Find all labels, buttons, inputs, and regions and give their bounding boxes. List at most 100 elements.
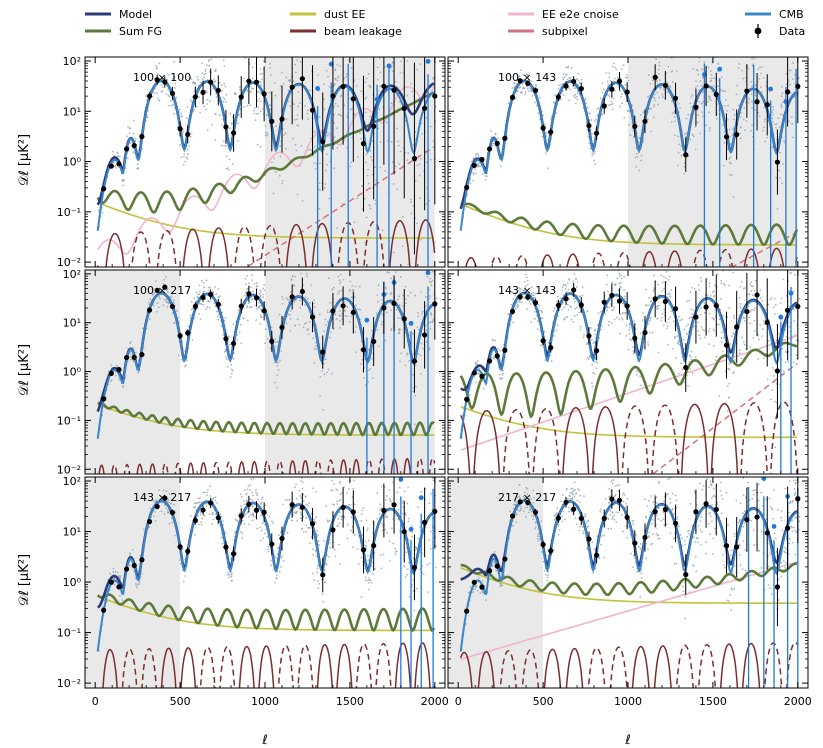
- scatter-point: [249, 91, 252, 93]
- scatter-point: [468, 393, 471, 396]
- scatter-point: [470, 160, 473, 163]
- scatter-point: [661, 313, 664, 315]
- scatter-point: [753, 57, 756, 60]
- scatter-point: [637, 371, 639, 373]
- data-point: [586, 333, 592, 339]
- scatter-point: [376, 66, 379, 69]
- sum-fg-line: [97, 401, 435, 437]
- scatter-point: [190, 132, 193, 135]
- scatter-point: [259, 100, 262, 103]
- scatter-point: [420, 490, 423, 493]
- scatter-point: [537, 112, 540, 115]
- scatter-point: [270, 326, 273, 329]
- scatter-point: [306, 275, 309, 278]
- scatter-point: [632, 350, 635, 353]
- scatter-point: [270, 520, 273, 523]
- data-point: [487, 358, 493, 364]
- scatter-point: [307, 50, 309, 52]
- scatter-point: [711, 316, 714, 319]
- scatter-point: [296, 59, 298, 62]
- scatter-point: [673, 111, 676, 114]
- scatter-point: [685, 136, 687, 138]
- scatter-point: [239, 88, 241, 91]
- data-point: [381, 305, 387, 311]
- scatter-point: [593, 360, 596, 363]
- scatter-point: [699, 337, 702, 340]
- scatter-point: [205, 89, 207, 92]
- scatter-point: [526, 283, 529, 286]
- scatter-point: [516, 303, 519, 306]
- scatter-point: [642, 311, 644, 314]
- scatter-point: [304, 296, 307, 299]
- scatter-point: [294, 63, 297, 66]
- scatter-point: [246, 275, 249, 277]
- scatter-point: [718, 318, 721, 321]
- scatter-point: [337, 543, 340, 546]
- scatter-point: [419, 157, 422, 160]
- scatter-point: [289, 291, 292, 293]
- scatter-point: [581, 286, 584, 288]
- scatter-point: [638, 169, 641, 172]
- scatter-point: [385, 287, 388, 290]
- scatter-point: [246, 104, 249, 107]
- scatter-point: [337, 275, 340, 278]
- scatter-point: [263, 289, 266, 292]
- scatter-point: [345, 76, 347, 78]
- scatter-point: [414, 394, 417, 397]
- scatter-point: [658, 64, 661, 67]
- scatter-point: [665, 42, 667, 44]
- scatter-point: [353, 79, 356, 82]
- scatter-point: [296, 318, 299, 321]
- scatter-point: [538, 309, 541, 312]
- scatter-point: [535, 104, 538, 107]
- legend-entry-cmb: CMB: [745, 8, 804, 21]
- scatter-point: [228, 158, 231, 161]
- beam-leakage-segment: [415, 457, 436, 474]
- scatter-point: [632, 136, 635, 139]
- scatter-point: [417, 353, 420, 355]
- scatter-point: [220, 536, 223, 539]
- scatter-point: [236, 139, 239, 142]
- scatter-point: [665, 271, 668, 273]
- scatter-point: [324, 358, 327, 361]
- scatter-point: [789, 272, 791, 274]
- scatter-cloud: [460, 270, 801, 449]
- scatter-point: [660, 85, 662, 88]
- scatter-point: [230, 372, 233, 375]
- scatter-point: [211, 40, 213, 42]
- scatter-point: [252, 290, 254, 293]
- cmb-line: [459, 292, 798, 439]
- scatter-point: [255, 319, 257, 322]
- scatter-point: [435, 10, 437, 12]
- data-point: [246, 78, 252, 84]
- scatter-point: [522, 74, 525, 76]
- scatter-point: [174, 534, 176, 537]
- scatter-point: [328, 519, 331, 522]
- scatter-point: [295, 298, 298, 301]
- scatter-point: [111, 150, 114, 153]
- scatter-point: [547, 167, 550, 170]
- scatter-point: [650, 130, 653, 133]
- scatter-point: [540, 309, 543, 312]
- scatter-point: [200, 521, 203, 524]
- scatter-point: [238, 331, 241, 334]
- scatter-point: [523, 87, 526, 90]
- scatter-point: [155, 67, 158, 70]
- scatter-point: [325, 169, 327, 172]
- scatter-point: [165, 300, 168, 303]
- scatter-point: [254, 491, 257, 494]
- scatter-point: [307, 109, 309, 112]
- scatter-point: [279, 155, 282, 158]
- scatter-point: [243, 317, 245, 320]
- scatter-point: [264, 342, 266, 345]
- data-point: [223, 124, 229, 130]
- scatter-point: [670, 289, 673, 292]
- scatter-point: [189, 515, 192, 517]
- scatter-point: [379, 166, 382, 169]
- scatter-point: [325, 323, 327, 326]
- scatter-point: [666, 81, 669, 84]
- scatter-point: [368, 115, 371, 118]
- scatter-point: [333, 136, 336, 139]
- data-point: [350, 309, 356, 316]
- data-point: [601, 299, 607, 305]
